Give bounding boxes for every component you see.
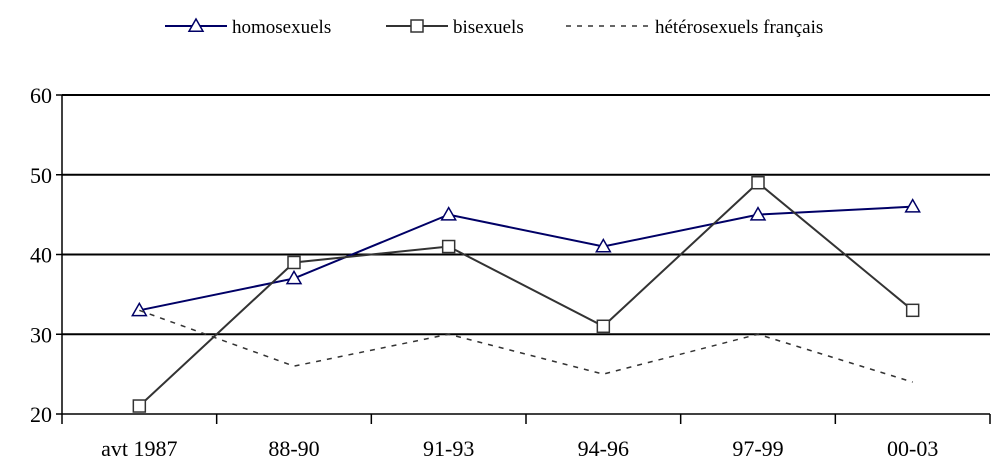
x-tick-label: avt 1987 [101, 436, 177, 461]
data-point [441, 239, 456, 254]
series-2 [139, 309, 913, 383]
data-point [596, 319, 611, 334]
series-0 [131, 198, 921, 317]
data-point [131, 301, 148, 317]
data-point [751, 175, 765, 190]
data-point [749, 206, 767, 221]
series-1 [132, 175, 920, 413]
data-point [905, 303, 920, 318]
data-point [287, 255, 301, 270]
legend-item: homosexuels [165, 17, 331, 38]
y-tick-label: 30 [30, 322, 52, 347]
data-point [285, 269, 303, 285]
x-tick-label: 88-90 [268, 436, 319, 461]
data-point [904, 198, 921, 213]
y-tick-label: 20 [30, 402, 52, 427]
legend-label: bisexuels [453, 17, 524, 38]
legend-marker [187, 17, 205, 32]
data-point [440, 206, 457, 221]
legend-label: hétérosexuels français [655, 17, 823, 38]
x-tick-label: 91-93 [423, 436, 474, 461]
legend: homosexuels bisexuels hétérosexuels frança… [165, 17, 823, 38]
y-tick-label: 60 [30, 83, 52, 108]
data-point [595, 238, 612, 253]
series-line [139, 205, 913, 312]
x-tick-label: 94-96 [578, 436, 629, 461]
x-tick-label: 97-99 [732, 436, 783, 461]
legend-item: bisexuels [386, 17, 524, 38]
series-line [139, 309, 913, 383]
y-tick-label: 40 [30, 243, 52, 268]
series-line [138, 181, 914, 407]
legend-item: hétérosexuels français [566, 17, 823, 38]
series-layer [131, 175, 921, 413]
data-point [132, 399, 147, 413]
y-tick-label: 50 [30, 163, 52, 188]
legend-label: homosexuels [232, 17, 331, 38]
x-tick-label: 00-03 [887, 436, 938, 461]
legend-marker [410, 19, 424, 33]
axes: 20 30 40 50 60 avt 1987 88-90 91-93 94-96 97-99 00… [30, 83, 991, 461]
